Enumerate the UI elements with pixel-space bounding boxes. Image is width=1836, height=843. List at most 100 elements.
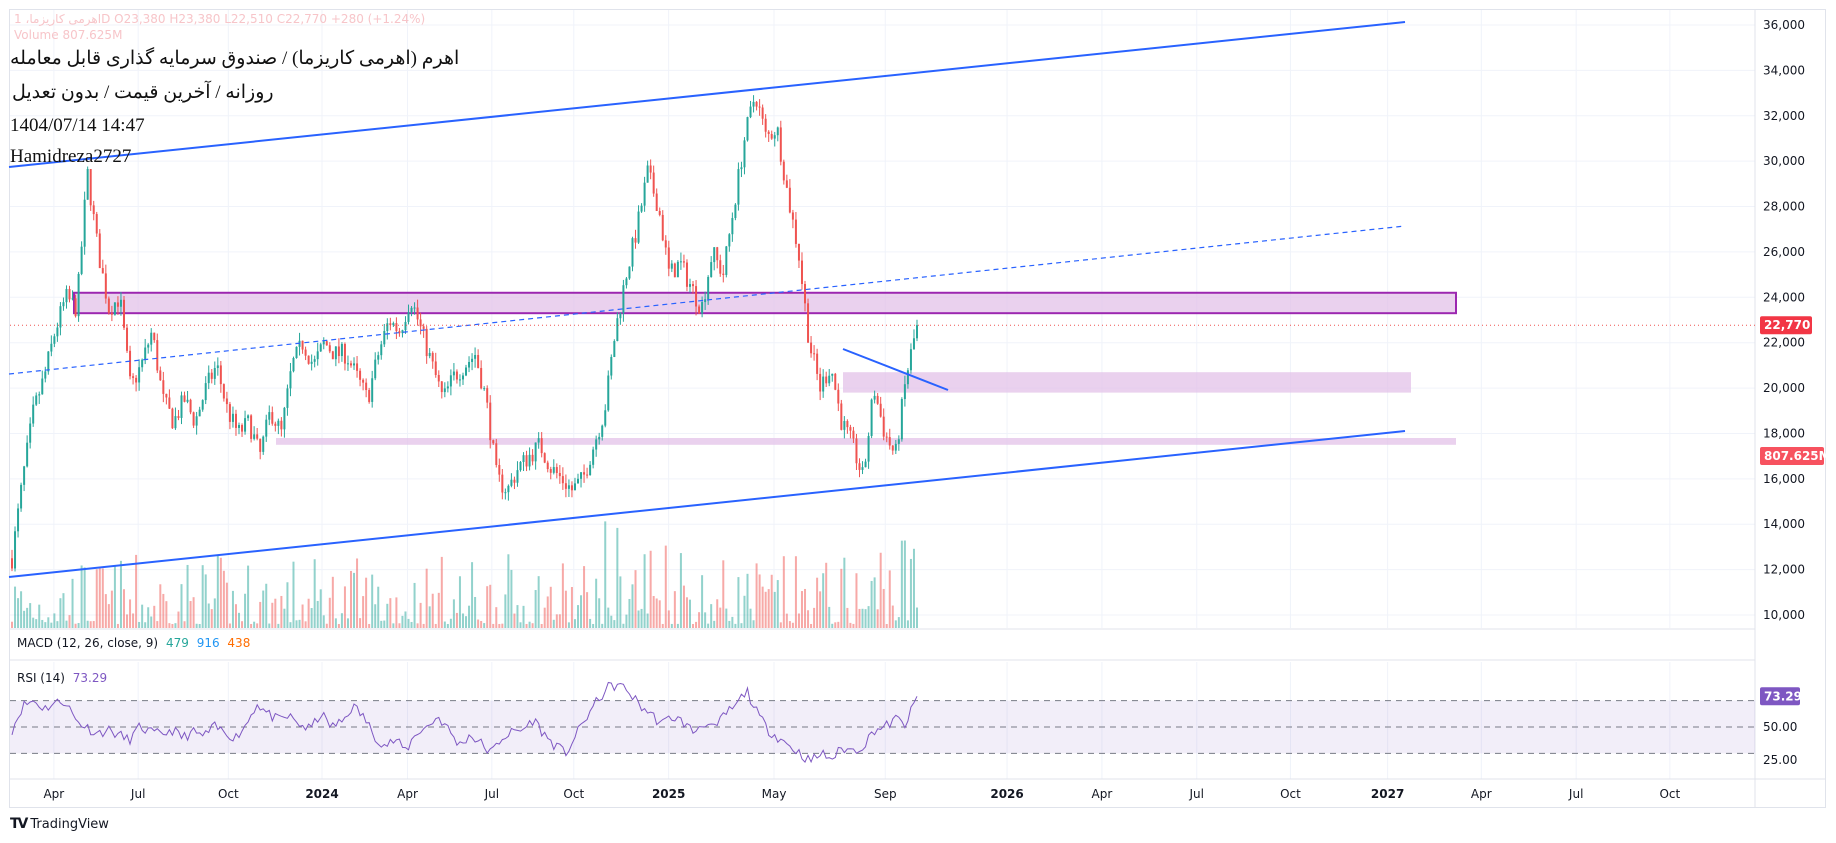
candle-body xyxy=(286,388,289,408)
volume-bar xyxy=(165,601,168,628)
rsi-line xyxy=(11,681,918,764)
candle-body xyxy=(634,238,637,243)
volume-bar xyxy=(807,610,810,628)
tradingview-logo-icon: TV xyxy=(10,816,28,832)
rsi-label: RSI (14) xyxy=(17,671,65,685)
volume-bar xyxy=(168,623,171,628)
volume-bar xyxy=(80,565,83,628)
candle-body xyxy=(41,378,44,395)
volume-bar xyxy=(486,586,489,628)
candle-body xyxy=(225,398,228,405)
volume-bar xyxy=(337,623,340,628)
candle-body xyxy=(816,353,819,374)
candle-body xyxy=(785,180,788,188)
candle-body xyxy=(909,349,912,371)
volume-bar xyxy=(549,586,552,628)
volume-bar xyxy=(407,618,410,628)
volume-bar xyxy=(761,586,764,628)
volume-bar xyxy=(389,598,392,628)
volume-bar xyxy=(631,584,634,628)
volume-bar xyxy=(495,607,498,628)
candle-body xyxy=(186,399,189,402)
volume-bar xyxy=(449,618,452,628)
volume-bar xyxy=(195,623,198,628)
candle-body xyxy=(646,165,649,183)
price-axis[interactable]: 36,000 34,000 32,000 30,000 28,000 26,000 24,0… xyxy=(1760,18,1831,767)
candle-body xyxy=(834,373,837,390)
volume-bar xyxy=(912,548,915,628)
rsi-legend[interactable]: RSI (14) 73.29 xyxy=(17,671,107,685)
volume-bar xyxy=(201,565,204,628)
volume-bar xyxy=(132,613,135,628)
candle-body xyxy=(53,336,56,344)
volume-bar xyxy=(583,566,586,628)
volume-bar xyxy=(906,620,909,628)
candle-body xyxy=(607,375,610,411)
candle-body xyxy=(247,415,250,419)
volume-bar xyxy=(543,607,546,628)
tradingview-brand[interactable]: TV TradingView xyxy=(10,816,109,832)
volume-bar xyxy=(528,621,531,628)
candle-body xyxy=(256,434,259,439)
candle-body xyxy=(183,395,186,402)
time-tick-label: 2027 xyxy=(1371,787,1404,801)
candle-body xyxy=(873,395,876,400)
candle-body xyxy=(171,408,174,429)
volume-bar xyxy=(189,601,192,628)
volume-bar xyxy=(38,604,41,628)
candle-body xyxy=(776,127,779,136)
volume-bar xyxy=(504,594,507,628)
volume-bar xyxy=(858,608,861,628)
volume-bar xyxy=(888,570,891,628)
volume-bar xyxy=(667,610,670,628)
volume-bar xyxy=(737,577,740,628)
volume-bar xyxy=(156,621,159,628)
candle-body xyxy=(165,393,168,398)
candle-body xyxy=(177,416,180,418)
candles xyxy=(11,95,918,572)
volume-bar xyxy=(604,521,607,628)
candle-body xyxy=(126,327,129,351)
candle-body xyxy=(11,558,13,569)
candle-body xyxy=(328,345,331,352)
volume-bar xyxy=(676,623,679,628)
volume-bar xyxy=(107,604,110,628)
candle-body xyxy=(767,131,770,134)
candle-body xyxy=(734,204,737,219)
volume-bar xyxy=(319,589,322,628)
macd-legend[interactable]: MACD (12, 26, close, 9) 479 916 438 xyxy=(17,636,250,650)
volume-bar xyxy=(655,598,658,628)
volume-bar xyxy=(398,623,401,628)
candle-body xyxy=(870,399,873,436)
volume-bar xyxy=(616,527,619,628)
volume-bar xyxy=(800,591,803,628)
candle-body xyxy=(17,508,20,532)
volume-bar xyxy=(519,622,522,628)
volume-bar xyxy=(313,559,316,628)
volume-bar xyxy=(861,608,864,628)
time-tick-label: Oct xyxy=(563,787,584,801)
candle-body xyxy=(555,467,558,473)
candle-body xyxy=(434,361,437,375)
trend-lines[interactable] xyxy=(8,21,1755,578)
candle-body xyxy=(628,266,631,279)
volume-bar xyxy=(71,578,74,628)
candle-body xyxy=(26,442,29,467)
time-axis[interactable]: Apr Jul Oct 2024 Apr Jul Oct 2025 May Sep 2026 Apr J… xyxy=(43,787,1680,801)
candle-body xyxy=(549,469,552,473)
last-price-label-bg xyxy=(1760,316,1812,335)
candle-body xyxy=(825,376,828,384)
volume-bar xyxy=(592,623,595,628)
volume-bar xyxy=(428,606,431,628)
candle-body xyxy=(828,375,831,384)
resistance-zone xyxy=(73,291,1457,315)
volume-bar xyxy=(98,566,101,628)
candle-body xyxy=(522,455,525,462)
candle-body xyxy=(437,374,440,382)
candle-body xyxy=(283,407,286,430)
candle-body xyxy=(655,193,658,211)
candle-body xyxy=(238,425,241,428)
candle-body xyxy=(374,359,377,379)
candle-body xyxy=(543,453,546,463)
